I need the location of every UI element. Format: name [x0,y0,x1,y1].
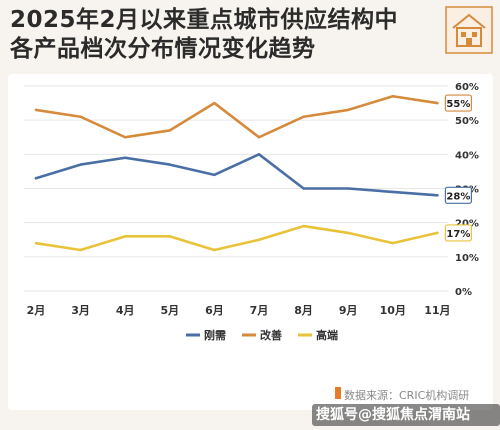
series-line-0 [34,153,439,197]
x-tick-label: 2月 [27,304,46,317]
x-tick-label: 8月 [294,304,313,317]
data-point [347,231,350,235]
x-tick-label: 5月 [160,304,179,317]
y-tick-label: 40% [455,150,479,161]
y-tick-label: 20% [455,219,479,230]
data-point [436,101,439,105]
y-tick-label: 10% [455,253,479,264]
data-point [79,115,82,118]
legend-label: 高端 [316,328,338,342]
data-point [302,115,305,118]
data-point [168,129,171,132]
data-point [436,231,439,235]
title-line-1: 2025年2月以来重点城市供应结构中 [10,7,399,33]
series-line-2 [34,224,439,252]
data-point [436,194,439,197]
x-tick-label: 6月 [205,304,224,317]
data-point [347,187,350,190]
data-point [391,241,394,245]
title-line-2: 各产品档次分布情况变化趋势 [10,36,316,62]
house-logo-icon [445,6,493,54]
data-point [124,136,127,139]
data-point [34,241,38,245]
legend-label: 刚需 [204,328,226,342]
data-point [391,190,394,194]
data-point [124,235,127,238]
y-tick-label: 50% [455,116,479,127]
data-point [391,95,394,98]
data-point [302,187,305,190]
x-tick-label: 11月 [424,304,450,317]
data-point [168,235,171,238]
watermark: 搜狐号@搜狐焦点渭南站 [312,404,500,426]
end-label-box [444,94,472,112]
end-label: 55% [446,99,470,110]
data-point [79,163,82,166]
data-point [213,248,216,252]
source-marker [335,387,341,399]
data-point [257,136,261,139]
source-note: 数据来源：CRIC机构调研 [344,389,470,402]
data-point [347,108,350,112]
end-label-box [444,186,472,204]
chart-title: 2025年2月以来重点城市供应结构中 各产品档次分布情况变化趋势 [10,6,430,64]
data-point [168,163,171,166]
x-tick-label: 7月 [250,304,269,317]
data-point [213,173,216,177]
y-tick-label: 60% [455,82,479,93]
chart-card: 0%10%20%30%40%50%60%2月3月4月5月6月7月8月9月10月1… [8,74,493,410]
data-point [302,224,305,228]
line-chart: 0%10%20%30%40%50%60%2月3月4月5月6月7月8月9月10月1… [24,82,479,342]
data-point [79,248,82,252]
end-label: 28% [446,191,470,202]
y-tick-label: 0% [455,287,472,298]
end-label: 17% [446,229,470,240]
x-tick-label: 10月 [380,304,406,317]
x-tick-label: 9月 [339,304,358,317]
data-point [213,101,216,105]
data-point [124,156,127,159]
x-tick-label: 3月 [71,304,90,317]
data-point [34,177,38,180]
end-label-box [444,224,472,242]
x-tick-label: 4月 [116,304,135,317]
data-point [34,108,38,112]
series-line-1 [34,94,439,139]
legend-label: 改善 [260,328,282,342]
data-point [257,153,261,156]
data-point [257,238,261,241]
